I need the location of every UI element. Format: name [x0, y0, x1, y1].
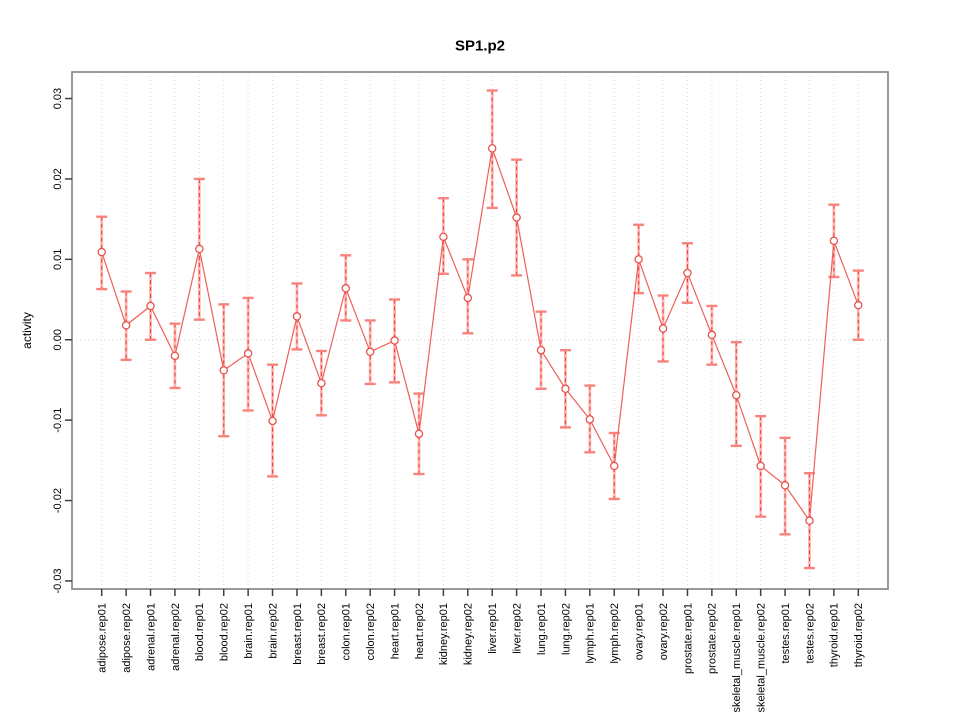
y-tick-label: -0.02: [52, 488, 64, 513]
data-point-marker: [780, 481, 790, 490]
data-point-marker: [243, 349, 253, 358]
x-tick-label: blood.rep01: [194, 603, 206, 661]
data-point-marker: [219, 366, 228, 375]
x-tick-label: heart.rep01: [389, 603, 401, 659]
data-point-marker: [805, 516, 814, 525]
y-tick-label: 0.00: [52, 329, 64, 350]
data-point-marker: [585, 415, 595, 424]
x-tick-label: breast.rep02: [316, 603, 328, 665]
data-point-marker: [341, 284, 351, 293]
data-point-marker: [365, 347, 375, 357]
data-point-marker: [439, 232, 448, 242]
x-tick-label: thyroid.rep01: [829, 603, 841, 667]
x-tick-label: kidney.rep01: [438, 603, 450, 665]
x-tick-label: lung.rep01: [536, 603, 548, 655]
x-tick-label: prostate.rep02: [707, 603, 719, 674]
x-tick-label: kidney.rep02: [463, 603, 475, 665]
y-tick-label: -0.01: [52, 408, 64, 433]
x-tick-label: adipose.rep02: [121, 603, 133, 673]
data-point-marker: [756, 461, 765, 471]
y-tick-label: 0.03: [52, 88, 64, 109]
data-point-marker: [170, 351, 180, 361]
data-point-marker: [121, 321, 131, 330]
y-axis-title: activity: [20, 312, 34, 349]
x-tick-label: ovary.rep01: [633, 603, 645, 660]
x-tick-label: colon.rep02: [365, 603, 377, 661]
data-point-marker: [292, 312, 302, 321]
data-point-marker: [512, 213, 521, 222]
y-tick-label: 0.01: [52, 249, 64, 270]
x-tick-label: adrenal.rep02: [170, 603, 182, 671]
data-point-marker: [732, 390, 741, 400]
x-tick-label: brain.rep01: [243, 603, 255, 659]
x-tick-label: adrenal.rep01: [145, 603, 157, 671]
x-tick-label: lymph.rep01: [585, 603, 597, 664]
plot-border: [71, 71, 889, 590]
data-point-marker: [390, 336, 399, 345]
x-tick-label: lung.rep02: [560, 603, 572, 655]
x-tick-label: testes.rep01: [780, 603, 792, 664]
data-point-marker: [854, 300, 863, 310]
x-tick-label: adipose.rep01: [97, 603, 109, 673]
data-point-marker: [658, 324, 668, 333]
data-point-marker: [146, 301, 155, 311]
data-point-marker: [561, 384, 570, 394]
data-point-marker: [414, 429, 424, 439]
x-tick-label: blood.rep02: [219, 603, 231, 661]
chart-title: SP1.p2: [455, 37, 505, 54]
x-tick-label: lymph.rep02: [609, 603, 621, 664]
x-tick-label: testes.rep02: [804, 603, 816, 664]
data-point-marker: [268, 416, 277, 426]
x-tick-label: liver.rep02: [511, 603, 523, 654]
y-tick-label: -0.03: [52, 568, 64, 593]
data-point-marker: [97, 247, 106, 257]
data-point-marker: [195, 244, 204, 254]
data-point-marker: [463, 293, 473, 303]
x-tick-label: liver.rep01: [487, 603, 499, 654]
x-tick-label: heart.rep02: [414, 603, 426, 659]
data-point-marker: [683, 268, 692, 278]
x-tick-label: skeletal_muscle.rep02: [756, 603, 768, 712]
data-point-marker: [317, 378, 326, 388]
data-point-marker: [536, 345, 546, 355]
data-point-marker: [829, 236, 839, 246]
data-point-marker: [487, 144, 497, 153]
series-line: [101, 148, 859, 523]
y-tick-label: 0.02: [52, 168, 64, 189]
x-tick-label: brain.rep02: [267, 603, 279, 659]
data-point-marker: [707, 330, 717, 340]
data-point-marker: [609, 461, 619, 471]
x-tick-label: colon.rep01: [341, 603, 353, 661]
x-tick-label: ovary.rep02: [658, 603, 670, 660]
x-tick-label: thyroid.rep02: [853, 603, 865, 667]
x-tick-label: prostate.rep01: [682, 603, 694, 674]
x-tick-label: skeletal_muscle.rep01: [731, 603, 743, 712]
data-point-marker: [634, 255, 643, 264]
x-tick-label: breast.rep01: [292, 603, 304, 665]
